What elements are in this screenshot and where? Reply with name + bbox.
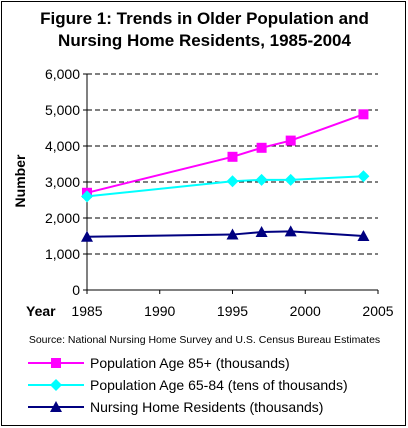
y-tick-label: 2,000: [45, 210, 80, 226]
y-axis-label: Number: [12, 154, 28, 207]
data-point-0: [227, 151, 238, 162]
data-point-2: [226, 228, 239, 240]
data-point-1: [284, 173, 297, 186]
legend-label: Population Age 65-84 (tens of thousands): [90, 377, 348, 393]
data-point-2: [357, 230, 370, 241]
data-point-1: [255, 173, 268, 186]
y-tick-label: 5,000: [45, 102, 80, 118]
legend-marker: [51, 358, 61, 368]
y-tick-label: 4,000: [45, 138, 80, 154]
legend-entry-1: Population Age 65-84 (tens of thousands): [26, 374, 396, 396]
x-axis-label: Year: [26, 303, 56, 319]
data-point-2: [284, 225, 297, 237]
legend-swatch: [28, 379, 84, 391]
data-point-1: [81, 190, 93, 203]
chart-title: Figure 1: Trends in Older Population and…: [2, 8, 407, 52]
legend-swatch: [28, 401, 84, 412]
series-line-2: [86, 230, 364, 238]
y-tick-label: 3,000: [45, 174, 80, 190]
x-tick-label: 1995: [217, 303, 248, 319]
data-point-2: [81, 230, 93, 242]
data-point-2: [255, 226, 268, 238]
plot-area: 0 1,000 2,000 3,000 4,000 5,000 6,000 1985 1990 1…: [12, 66, 394, 319]
series-line-1: [86, 175, 364, 198]
data-point-0: [285, 135, 296, 146]
x-tick-label: 1985: [71, 303, 102, 319]
legend-label: Nursing Home Residents (thousands): [90, 399, 324, 415]
x-tick-label: 1990: [144, 303, 175, 319]
chart-title-line-1: Figure 1: Trends in Older Population and: [40, 9, 369, 28]
legend-marker: [50, 379, 62, 391]
x-tick-label: 2000: [290, 303, 321, 319]
legend-entry-0: Population Age 85+ (thousands): [26, 352, 396, 374]
series-line-0: [86, 113, 364, 194]
legend-marker: [50, 401, 62, 412]
data-point-0: [358, 109, 369, 120]
source-note: Source: National Nursing Home Survey and…: [28, 334, 381, 346]
x-tick-label: 2005: [362, 303, 393, 319]
y-tick-label: 1,000: [45, 246, 80, 262]
legend: Population Age 85+ (thousands) Population…: [26, 352, 396, 418]
chart-title-line-2: Nursing Home Residents, 1985-2004: [58, 31, 351, 50]
data-point-1: [226, 175, 239, 188]
data-point-0: [256, 142, 267, 153]
legend-swatch: [28, 358, 84, 368]
data-point-1: [357, 170, 370, 183]
legend-entry-2: Nursing Home Residents (thousands): [26, 396, 396, 418]
legend-label: Population Age 85+ (thousands): [90, 355, 290, 371]
y-tick-label: 6,000: [45, 66, 80, 82]
y-tick-label: 0: [72, 282, 80, 298]
